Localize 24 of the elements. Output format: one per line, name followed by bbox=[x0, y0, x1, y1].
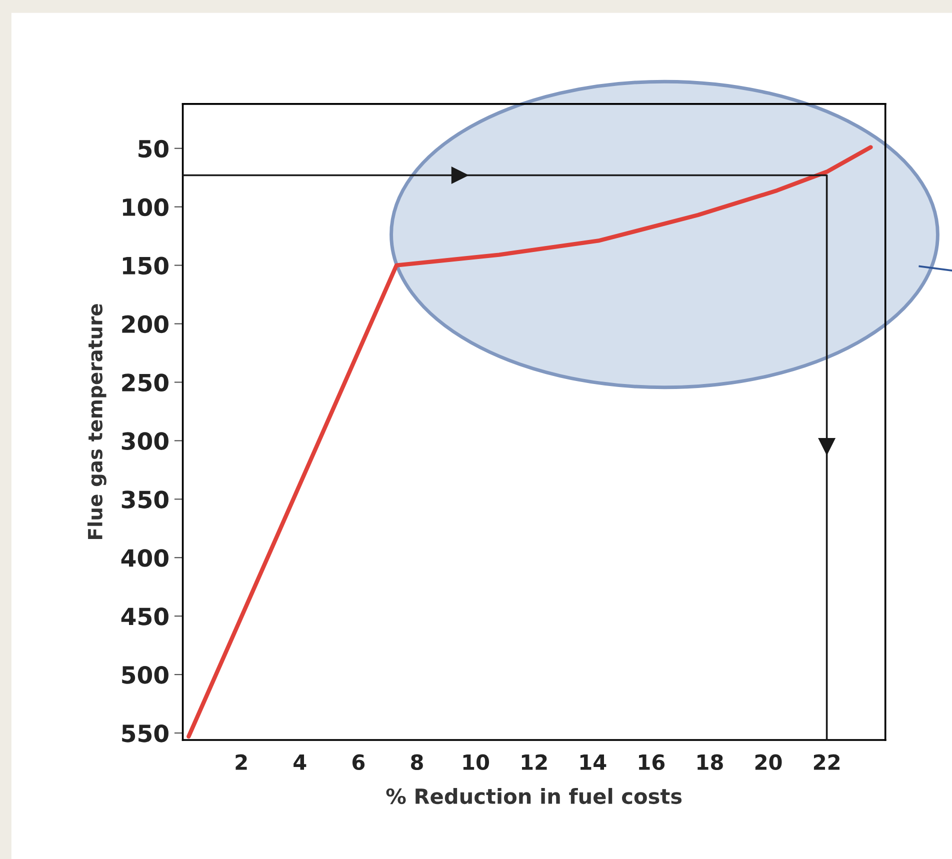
y-tick-label: 150 bbox=[122, 256, 168, 275]
x-tick-label: 16 bbox=[639, 754, 665, 770]
y-tick-label: 400 bbox=[121, 549, 168, 567]
y-tick-label: 450 bbox=[121, 608, 168, 626]
y-tick-label: 200 bbox=[122, 315, 168, 334]
x-tick-label: 2 bbox=[236, 754, 247, 770]
x-tick-label: 10 bbox=[463, 754, 490, 770]
y-tick-label: 250 bbox=[122, 374, 168, 392]
y-tick-label: 500 bbox=[122, 666, 168, 684]
y-axis-title: Flue gas temperature bbox=[87, 304, 106, 539]
x-tick-label: 6 bbox=[352, 754, 365, 770]
y-tick-label: 350 bbox=[122, 490, 168, 508]
y-tick-label: 550 bbox=[122, 724, 168, 742]
x-tick-label: 4 bbox=[294, 754, 306, 770]
y-tick-label: 300 bbox=[122, 432, 168, 450]
y-tick-label: 50 bbox=[138, 140, 168, 158]
x-tick-label: 20 bbox=[755, 754, 782, 770]
x-tick-label: 18 bbox=[698, 754, 723, 770]
y-tick-label: 100 bbox=[122, 198, 168, 216]
x-tick-label: 22 bbox=[814, 754, 840, 770]
x-axis-title: % Reduction in fuel costs bbox=[386, 788, 682, 804]
x-tick-label: 14 bbox=[580, 754, 606, 770]
x-tick-label: 8 bbox=[411, 754, 423, 770]
x-tick-label: 12 bbox=[522, 754, 547, 770]
